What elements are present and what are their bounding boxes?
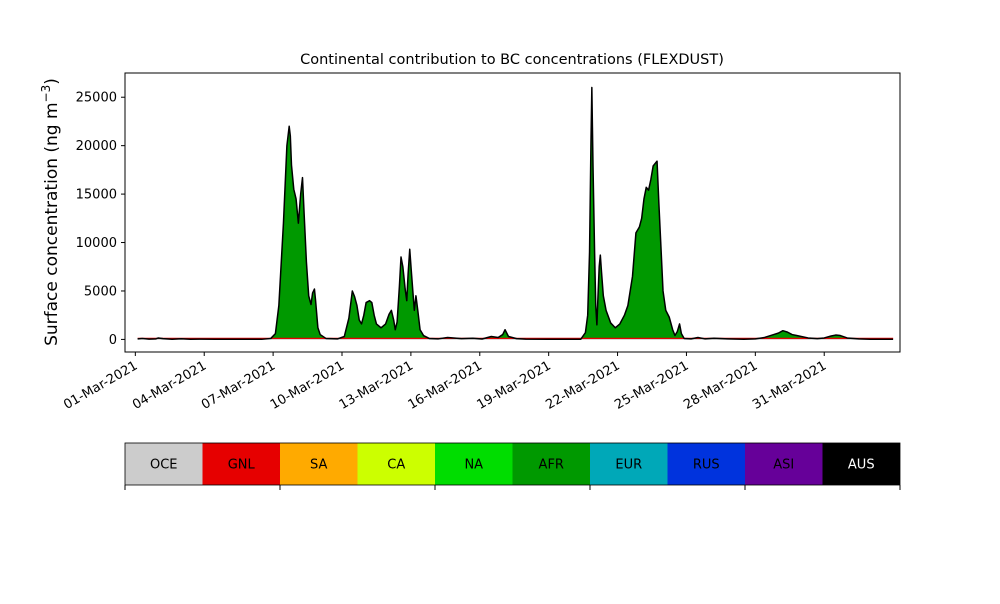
chart-title: Continental contribution to BC concentra…	[300, 52, 724, 68]
x-tick-label: 22-Mar-2021	[543, 358, 622, 412]
x-tick-label: 28-Mar-2021	[681, 358, 760, 412]
y-tick-label: 10000	[76, 236, 117, 251]
plot-area: 0 5000 10000 15000 20000 25000 01-Mar-202104-M…	[61, 72, 901, 413]
y-tick-label: 15000	[76, 188, 117, 203]
x-tick-label: 10-Mar-2021	[268, 358, 347, 412]
y-tick-label: 0	[109, 333, 117, 348]
x-tick-label: 07-Mar-2021	[199, 358, 278, 412]
x-tick-label: 25-Mar-2021	[612, 358, 691, 412]
y-axis-label-main: Surface concentration (ng m	[42, 102, 62, 345]
legend-swatch-gnl	[202, 443, 280, 485]
legend-label-asi: ASI	[773, 458, 794, 473]
legend-swatch-afr	[512, 443, 590, 485]
legend-label-aus: AUS	[848, 458, 875, 473]
legend-label-ca: CA	[387, 458, 405, 473]
plot-frame	[124, 72, 901, 353]
legend-swatch-aus	[822, 443, 900, 485]
x-tick-label: 31-Mar-2021	[750, 358, 829, 412]
x-tick-label: 16-Mar-2021	[406, 358, 485, 412]
y-tick-label: 25000	[76, 91, 117, 106]
color-legend: OCE GNL SA CA NA AFR EUR RUS ASI AUS	[124, 442, 901, 490]
legend-label-afr: AFR	[539, 458, 564, 473]
legend-label-rus: RUS	[693, 458, 720, 473]
legend-label-gnl: GNL	[228, 458, 256, 473]
legend-frame	[124, 442, 901, 486]
legend-swatch-sa	[280, 443, 358, 485]
legend-swatch-eur	[590, 443, 668, 485]
legend-swatch-na	[435, 443, 513, 485]
y-tick-label: 5000	[84, 284, 117, 299]
y-axis-label-exponent: −3	[39, 85, 53, 103]
legend-label-na: NA	[464, 458, 483, 473]
legend-label-oce: OCE	[150, 458, 178, 473]
legend-label-eur: EUR	[615, 458, 642, 473]
x-tick-label: 01-Mar-2021	[61, 358, 140, 412]
legend-swatch-asi	[745, 443, 823, 485]
legend-swatch-ca	[357, 443, 435, 485]
y-axis-label: Surface concentration (ng m−3)	[39, 78, 62, 346]
legend-swatch-oce	[125, 443, 203, 485]
x-tick-label: 19-Mar-2021	[475, 358, 554, 412]
legend-swatch-rus	[667, 443, 745, 485]
series-total-outline	[137, 86, 894, 341]
series-area-afr	[137, 87, 894, 340]
x-tick-label: 04-Mar-2021	[130, 358, 209, 412]
y-axis-label-close: )	[42, 78, 62, 85]
legend-label-sa: SA	[310, 458, 327, 473]
y-tick-label: 20000	[76, 139, 117, 154]
x-tick-label: 13-Mar-2021	[337, 358, 416, 412]
